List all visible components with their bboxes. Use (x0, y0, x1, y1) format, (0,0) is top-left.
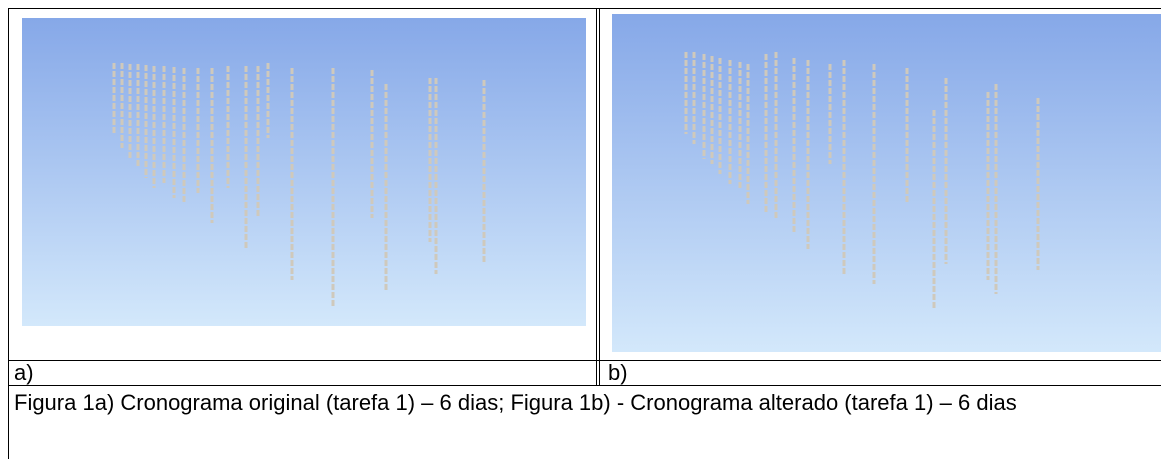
cell-label: b) (608, 360, 628, 386)
figure-b-image (612, 14, 1161, 352)
figure-caption: Figura 1a) Cronograma original (tarefa 1… (14, 389, 1154, 416)
figure-a-image (22, 18, 586, 326)
column-divider (596, 8, 600, 386)
row-divider (8, 360, 1161, 361)
row-divider (8, 385, 1161, 386)
page: {"cells": [{"label": "a)"}, {"label": "b… (0, 0, 1161, 459)
cell-label: a) (14, 360, 34, 386)
